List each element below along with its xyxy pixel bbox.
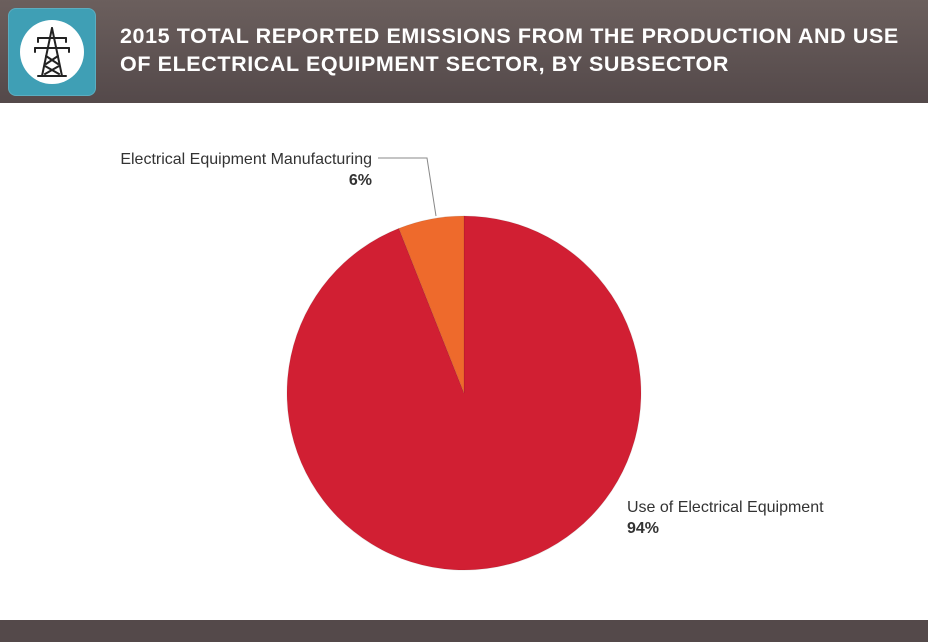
pie-slice-use-of-electrical-equipment bbox=[286, 215, 642, 571]
pie-slice-electrical-equipment-manufacturing bbox=[398, 215, 465, 394]
power-transmission-tower-icon bbox=[20, 20, 84, 84]
leader-line bbox=[378, 157, 437, 217]
pie-chart: Electrical Equipment Manufacturing 6% Use … bbox=[120, 151, 824, 571]
header-bar: 2015 Total Reported Emissions from the P… bbox=[0, 0, 928, 103]
sector-badge bbox=[8, 8, 96, 96]
slice-label-use: Use of Electrical Equipment bbox=[627, 499, 824, 516]
footer-bar bbox=[0, 620, 928, 642]
chart-title: 2015 Total Reported Emissions from the P… bbox=[120, 24, 899, 76]
slice-value-use: 94% bbox=[627, 520, 659, 537]
slice-label-manufacturing: Electrical Equipment Manufacturing bbox=[120, 151, 372, 168]
slice-value-manufacturing: 6% bbox=[349, 172, 372, 189]
